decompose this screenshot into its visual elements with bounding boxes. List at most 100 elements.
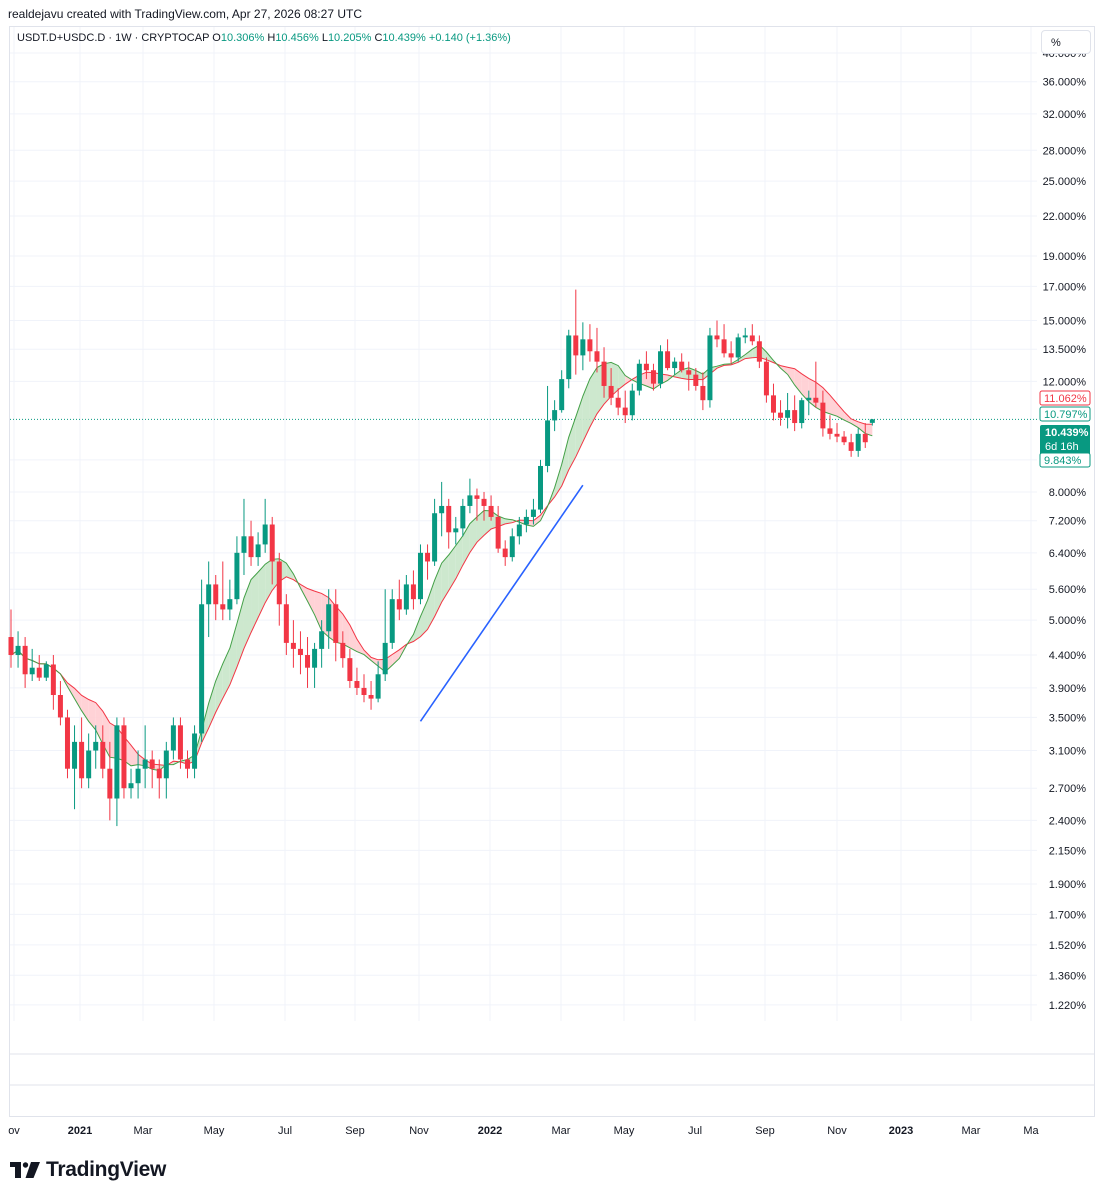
candle-up (580, 339, 586, 356)
ma-cloud-segment (787, 367, 795, 386)
candle-up (163, 750, 169, 779)
ma-cloud-segment (286, 563, 294, 580)
ma-cloud-segment (794, 368, 802, 394)
x-tick-label: 2022 (478, 1125, 502, 1137)
ma-cloud-segment (837, 403, 845, 421)
candle-down (714, 335, 720, 340)
candle-up (43, 664, 49, 678)
ma-cloud-segment (265, 559, 273, 603)
candle-down (502, 548, 508, 558)
candle-up (516, 524, 522, 537)
y-tick-label: 17.000% (1043, 281, 1087, 293)
candle-up (170, 725, 176, 751)
trend-line (419, 484, 584, 722)
candle-up (128, 783, 134, 789)
y-tick-label: 3.500% (1049, 712, 1087, 724)
candle-down (79, 741, 85, 779)
ma-cloud-segment (582, 378, 590, 442)
grid-layer (10, 27, 1095, 1086)
y-tick-label: 13.500% (1043, 344, 1087, 356)
candle-up (629, 390, 635, 416)
candle-down (594, 351, 600, 362)
candle-up (707, 335, 713, 401)
candle-up (255, 544, 261, 558)
low-label: L (321, 32, 328, 44)
y-tick-label: 5.000% (1049, 615, 1087, 627)
candle-down (841, 436, 847, 443)
candle-down (728, 353, 734, 358)
x-tick-label: 2023 (889, 1125, 913, 1137)
y-tick-label: 7.200% (1049, 516, 1087, 528)
candle-down (778, 412, 784, 418)
candle-down (185, 759, 190, 769)
candle-up (523, 516, 529, 525)
candle-up (135, 768, 141, 784)
y-tick-label: 2.400% (1049, 815, 1087, 827)
low-value: 10.205% (327, 32, 372, 44)
ma-slow-line (10, 356, 873, 767)
ma-cloud-segment (349, 625, 357, 652)
candle-down (276, 561, 282, 605)
x-tick-label: Mar (962, 1125, 981, 1137)
candle-up (538, 465, 543, 510)
candle-up (672, 361, 678, 369)
candle-up (234, 552, 240, 600)
candle-up (658, 351, 664, 384)
candle-down (368, 695, 374, 699)
candle-up (382, 642, 388, 675)
candle-up (453, 528, 459, 533)
open-value: 10.306% (220, 32, 265, 44)
candle-down (50, 664, 56, 696)
candle-up (855, 433, 861, 451)
candle-down (248, 536, 254, 558)
x-tick-label: May (204, 1125, 225, 1137)
open-label: O (212, 32, 221, 44)
candle-down (213, 584, 219, 605)
change-value: +0.140 (+1.36%) (428, 32, 511, 44)
candle-down (347, 658, 353, 682)
candle-up (199, 604, 205, 734)
candle-up (192, 733, 198, 769)
ma-cloud-segment (533, 515, 541, 527)
candle-up (566, 335, 572, 380)
ma-price-label: 9.843% (1044, 455, 1082, 467)
percent-scale-button[interactable]: % (1041, 30, 1091, 54)
candle-down (361, 687, 367, 696)
candle-down (827, 428, 833, 434)
price-label-box (1039, 452, 1091, 468)
candle-up (86, 750, 92, 779)
candle-down (650, 370, 656, 384)
candle-down (100, 741, 106, 769)
ma-cloud-segment (427, 580, 435, 630)
ma-cloud-segment (420, 600, 428, 637)
candle-up (403, 584, 409, 610)
x-tick-label: Mar (134, 1125, 153, 1137)
y-tick-label: 1.360% (1049, 970, 1087, 982)
candle-up (227, 599, 233, 610)
candle-up (389, 599, 395, 643)
y-tick-label: 8.000% (1049, 487, 1087, 499)
y-tick-label: 15.000% (1043, 316, 1087, 328)
candle-up (785, 410, 791, 418)
high-value: 10.456% (275, 32, 319, 44)
candle-up (241, 536, 247, 553)
candle-up (206, 584, 212, 605)
tradingview-wordmark: TradingView (46, 1158, 167, 1181)
y-tick-label: 3.900% (1049, 683, 1087, 695)
candle-up (262, 524, 268, 545)
candle-down (269, 524, 275, 562)
candle-down (679, 361, 685, 371)
candle-down (643, 363, 649, 371)
candle-up (15, 645, 21, 656)
candle-down (36, 667, 42, 678)
candle-down (283, 604, 289, 643)
candle-down (396, 599, 402, 610)
ma-cloud-segment (469, 516, 477, 553)
ma-cloud-segment (314, 591, 322, 631)
candle-down (587, 339, 593, 352)
y-tick-label: 6.400% (1049, 548, 1087, 560)
axis-layer: 40.000%36.000%32.000%28.000%25.000%22.00… (8, 48, 1091, 1137)
price-label-box (1039, 406, 1091, 422)
ma-cloud-segment (589, 367, 597, 428)
